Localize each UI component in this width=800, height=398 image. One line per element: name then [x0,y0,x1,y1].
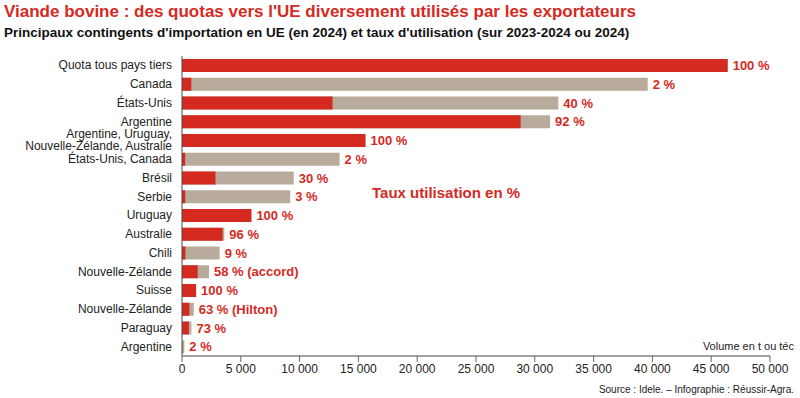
svg-text:Serbie: Serbie [137,190,172,204]
svg-text:Australie: Australie [125,227,172,241]
svg-text:40 %: 40 % [563,96,593,111]
svg-text:États-Unis, Canada: États-Unis, Canada [68,151,172,166]
svg-text:2 %: 2 % [653,77,676,92]
svg-text:20 000: 20 000 [399,362,436,376]
html-text:Viande bovine : des quotas ver: Viande bovine : des quotas vers l'UE div… [4,2,636,21]
svg-text:5 000: 5 000 [226,362,256,376]
svg-text:Argentine: Argentine [121,340,173,354]
svg-text:Argentine: Argentine [120,114,172,129]
svg-text:35 000: 35 000 [575,362,612,376]
html-text:Taux utilisation en %: Taux utilisation en % [372,184,521,201]
svg-text:10 000: 10 000 [281,362,318,376]
svg-text:50 000: 50 000 [752,362,789,376]
html-text:Volume en t ou téc: Volume en t ou téc [702,340,794,352]
svg-text:2 %: 2 % [345,152,368,167]
svg-text:58 % (accord): 58 % (accord) [214,264,299,279]
svg-text:Chili: Chili [149,246,172,260]
svg-text:96 %: 96 % [229,227,259,242]
html-text:Principaux contingents d'impor: Principaux contingents d'importation en … [4,25,630,40]
svg-text:63 % (Hilton): 63 % (Hilton) [199,302,278,317]
svg-text:Paraguay: Paraguay [121,321,172,335]
svg-text:30 %: 30 % [299,171,329,186]
svg-text:100 %: 100 % [201,283,238,298]
svg-text:25 000: 25 000 [458,362,495,376]
svg-text:3 %: 3 % [295,189,318,204]
svg-text:100 %: 100 % [370,133,407,148]
svg-text:73 %: 73 % [196,321,226,336]
svg-text:100 %: 100 % [256,208,293,223]
svg-text:92 %: 92 % [555,114,585,129]
html-text:Source : Idele. – Infographie: Source : Idele. – Infographie : Réussir-… [598,384,794,395]
svg-text:0: 0 [179,362,186,376]
svg-text:2 %: 2 % [189,339,212,354]
svg-text:États-Unis: États-Unis [117,95,172,110]
svg-text:40 000: 40 000 [634,362,671,376]
svg-text:Argentine, Uruguay,Nouvelle-Zé: Argentine, Uruguay,Nouvelle-Zélande, Aus… [25,127,172,153]
svg-text:100 %: 100 % [733,58,770,73]
svg-text:Nouvelle-Zélande: Nouvelle-Zélande [78,302,172,316]
svg-text:15 000: 15 000 [340,362,377,376]
svg-text:Quota tous pays tiers: Quota tous pays tiers [59,58,172,72]
svg-text:Nouvelle-Zélande: Nouvelle-Zélande [78,265,172,279]
svg-text:Brésil: Brésil [142,171,172,185]
svg-text:45 000: 45 000 [693,362,730,376]
svg-text:Suisse: Suisse [136,283,172,297]
svg-text:Canada: Canada [130,77,172,91]
svg-text:9 %: 9 % [225,246,248,261]
svg-text:Uruguay: Uruguay [127,208,172,222]
svg-text:30 000: 30 000 [516,362,553,376]
